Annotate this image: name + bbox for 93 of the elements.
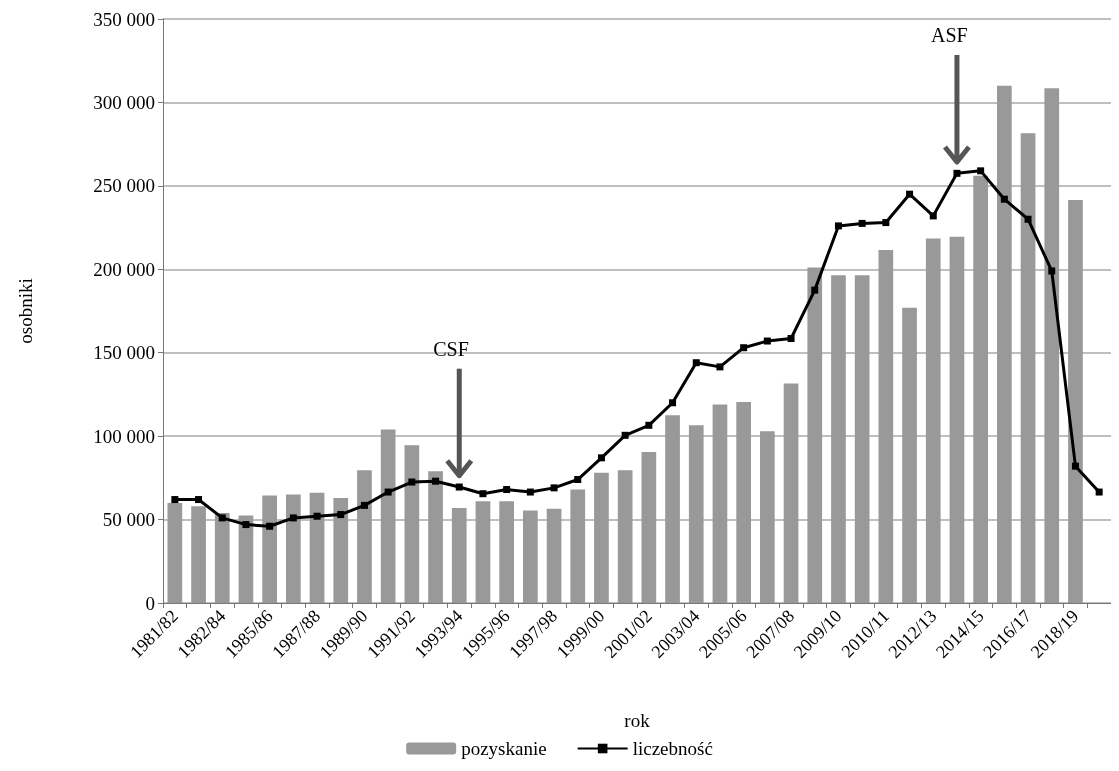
point [455, 483, 463, 491]
point [1071, 462, 1079, 470]
point [740, 344, 748, 352]
point [953, 169, 961, 177]
bar [665, 415, 680, 603]
point [977, 167, 985, 175]
bar [878, 250, 894, 603]
y-tick-label: 350 000 [93, 8, 155, 30]
point [811, 286, 819, 294]
bar [357, 470, 372, 603]
bar [712, 404, 728, 603]
bar [214, 512, 230, 603]
bar [380, 429, 396, 603]
annotation: ASF [930, 24, 968, 46]
bar [1068, 200, 1083, 603]
point [906, 190, 914, 198]
bar [760, 431, 775, 603]
point [313, 512, 321, 520]
bar [286, 494, 301, 603]
point [763, 337, 771, 345]
point [503, 486, 511, 494]
annotation: CSF [433, 337, 469, 360]
bar [1020, 133, 1036, 603]
point [337, 511, 345, 519]
point [479, 490, 487, 498]
point [360, 501, 368, 509]
point [1000, 195, 1008, 203]
y-axis-title: osobniki [15, 278, 36, 344]
bar [949, 236, 965, 603]
bar [1044, 88, 1060, 603]
bar [736, 401, 751, 603]
bar [404, 445, 420, 603]
point [526, 488, 534, 496]
legend-label: liczebność [632, 738, 713, 759]
y-tick-label: 150 000 [93, 342, 155, 364]
point [597, 454, 605, 462]
bar [997, 85, 1012, 603]
point [384, 488, 392, 496]
bar [309, 492, 325, 603]
y-tick-label: 50 000 [102, 509, 155, 531]
bar [594, 472, 609, 603]
point [218, 514, 226, 522]
bar [546, 508, 562, 603]
point [1024, 215, 1032, 223]
bar [523, 510, 538, 603]
bar [925, 238, 941, 603]
point [882, 219, 890, 227]
y-tick-label: 0 [145, 592, 155, 614]
point [787, 335, 795, 343]
bar [902, 307, 917, 603]
bar [451, 507, 467, 603]
bar [570, 489, 586, 603]
point [242, 521, 250, 529]
point [171, 496, 179, 504]
point [1095, 488, 1103, 496]
point [692, 359, 700, 367]
point [195, 496, 203, 504]
bar [333, 497, 349, 603]
point [669, 399, 677, 407]
bar [854, 275, 870, 603]
bar [783, 383, 799, 603]
y-tick-label: 100 000 [93, 425, 155, 447]
bar [262, 495, 277, 603]
bar [831, 275, 846, 603]
point [408, 478, 416, 486]
bar [617, 470, 633, 603]
point [432, 477, 440, 485]
point [574, 476, 582, 484]
bar [499, 501, 514, 603]
y-tick-label: 250 000 [93, 175, 155, 197]
bar [167, 502, 183, 603]
bar [641, 451, 657, 603]
bar [973, 175, 988, 603]
bar [807, 267, 823, 603]
point [834, 222, 842, 230]
point [858, 219, 866, 227]
bar [428, 471, 443, 603]
point [929, 212, 937, 220]
point [289, 514, 297, 522]
legend-label: pozyskanie [461, 738, 547, 759]
point [550, 484, 558, 492]
y-tick-label: 300 000 [93, 91, 155, 113]
bar [238, 515, 254, 603]
point [1048, 267, 1056, 275]
bar [688, 425, 704, 603]
x-axis-title: rok [624, 710, 651, 731]
y-tick-label: 200 000 [93, 258, 155, 280]
point [266, 522, 274, 530]
bar [191, 506, 206, 603]
point [645, 421, 653, 429]
point [621, 431, 629, 439]
bar [475, 501, 491, 603]
point [716, 363, 724, 371]
